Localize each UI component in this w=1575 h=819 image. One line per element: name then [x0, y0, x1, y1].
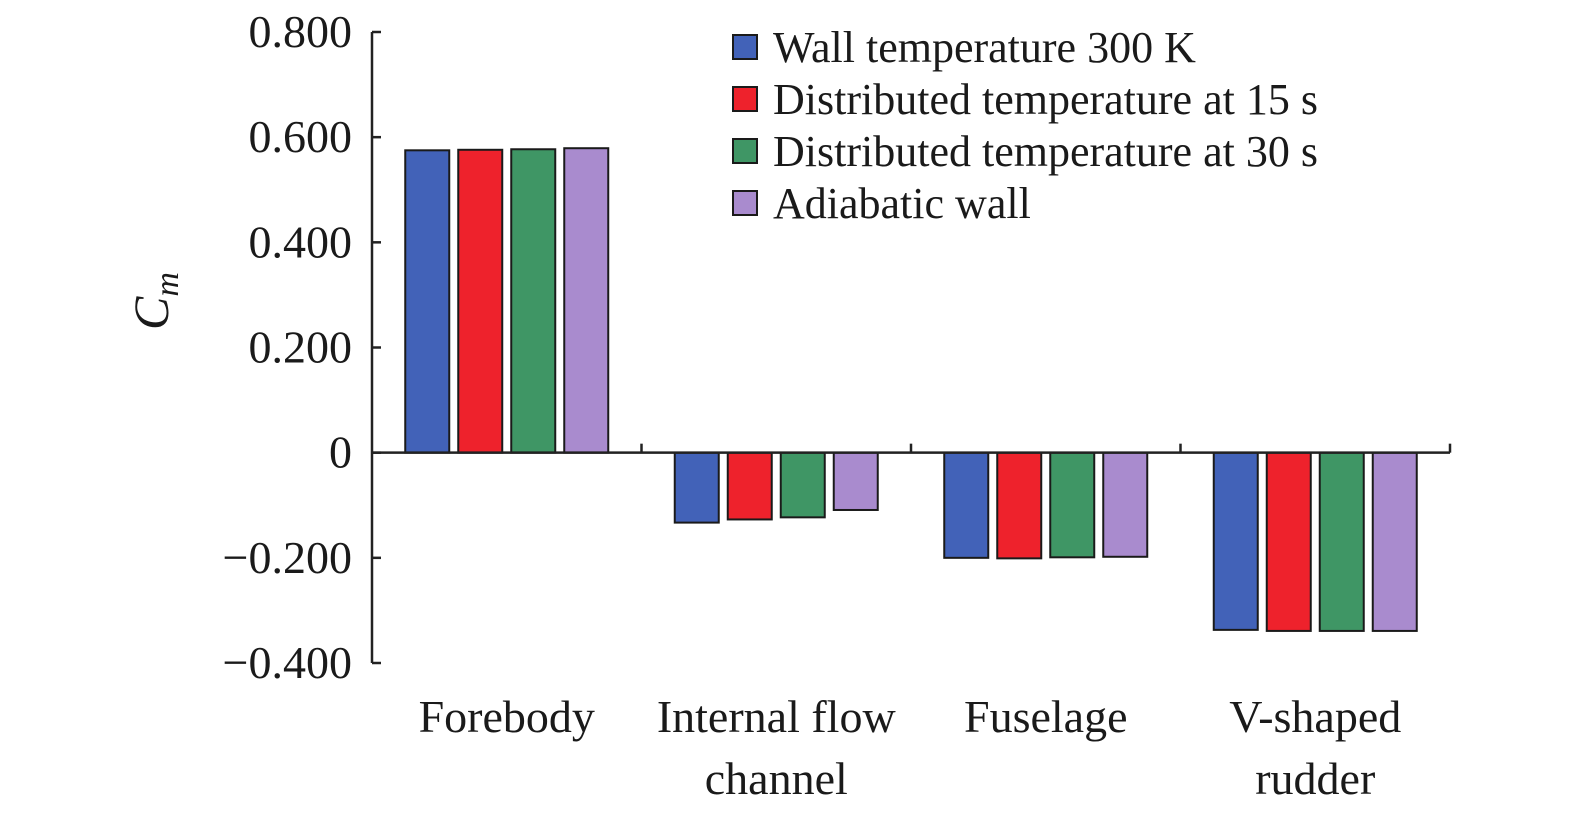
- y-tick-label: 0.800: [249, 6, 353, 57]
- x-ticks-group: [640, 443, 1452, 453]
- bar: [1265, 451, 1312, 632]
- category-label-line: channel: [705, 753, 848, 804]
- category-labels-group: Forebody Internal flow channel Fuselage V-sh…: [419, 691, 1402, 804]
- category-label-line: rudder: [1255, 753, 1375, 804]
- category-label: V-shaped rudder: [1229, 691, 1401, 804]
- y-ticks-group: 0.800 0.600 0.400 0.200 0 −0.200 −0.400: [223, 6, 381, 688]
- legend-swatch: [732, 190, 758, 216]
- bars-group: [404, 147, 1418, 632]
- category-label-line: Fuselage: [964, 691, 1128, 742]
- bar: [996, 451, 1043, 560]
- legend-swatch: [732, 86, 758, 112]
- bar: [943, 451, 990, 559]
- bar: [1371, 451, 1418, 632]
- category-label-line: Forebody: [419, 691, 595, 742]
- bar: [1212, 451, 1259, 631]
- bar: [457, 148, 504, 454]
- bar: [1102, 451, 1149, 558]
- legend-swatch: [732, 34, 758, 60]
- bar: [779, 451, 826, 519]
- bar: [673, 451, 720, 524]
- legend-label: Wall temperature 300 K: [773, 23, 1196, 72]
- category-label-line: V-shaped: [1229, 691, 1401, 742]
- category-label-line: Internal flow: [657, 691, 897, 742]
- bar: [1049, 451, 1096, 559]
- y-axis-label-subscript: m: [149, 272, 186, 297]
- bar: [563, 147, 610, 454]
- bar: [510, 148, 557, 454]
- bar: [726, 451, 773, 521]
- bar: [404, 149, 451, 454]
- category-label: Fuselage: [964, 691, 1128, 742]
- y-axis-label: Cm: [123, 272, 186, 330]
- y-tick-label: 0.400: [249, 216, 353, 267]
- bar: [1318, 451, 1365, 632]
- y-tick-label: 0.600: [249, 111, 353, 162]
- y-axis-label-main: C: [123, 296, 179, 330]
- y-tick-label: −0.200: [223, 532, 352, 583]
- category-label: Forebody: [419, 691, 595, 742]
- legend-swatch: [732, 138, 758, 164]
- legend-label: Distributed temperature at 30 s: [773, 127, 1318, 176]
- y-tick-label: 0: [329, 427, 352, 478]
- bar: [832, 451, 879, 511]
- y-tick-label: −0.400: [223, 637, 352, 688]
- legend-label: Adiabatic wall: [773, 179, 1031, 228]
- legend-label: Distributed temperature at 15 s: [773, 75, 1318, 124]
- y-tick-label: 0.200: [249, 322, 353, 373]
- category-label: Internal flow channel: [657, 691, 897, 804]
